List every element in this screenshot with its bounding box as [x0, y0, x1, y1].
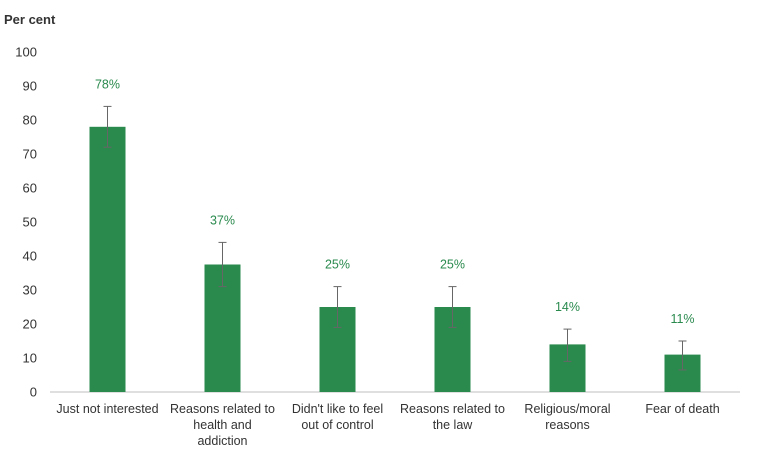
y-tick-label: 40: [23, 249, 37, 264]
category-label-line: health and: [193, 418, 251, 432]
category-label-line: out of control: [301, 418, 373, 432]
bar: [89, 126, 126, 393]
y-tick-label: 20: [23, 317, 37, 332]
y-axis-ticks: 0 10 20 30 40 50 60 70 80 90 100: [15, 45, 37, 400]
category-label: Reasons related to health and addiction: [170, 402, 275, 448]
y-tick-label: 70: [23, 147, 37, 162]
data-labels: 78% 37% 25% 25% 14% 11%: [95, 77, 695, 326]
category-label: Reasons related to the law: [400, 402, 505, 432]
category-label: Religious/moral reasons: [524, 402, 610, 432]
category-label-line: addiction: [197, 434, 247, 448]
data-label: 25%: [325, 258, 350, 272]
y-tick-label: 90: [23, 79, 37, 94]
data-label: 25%: [440, 258, 465, 272]
category-label-line: reasons: [545, 418, 589, 432]
category-label-line: Fear of death: [645, 402, 719, 416]
bars: [89, 126, 701, 393]
y-axis-label: Per cent: [4, 12, 56, 27]
y-tick-label: 0: [30, 385, 37, 400]
y-tick-label: 80: [23, 113, 37, 128]
category-label: Didn't like to feel out of control: [292, 402, 383, 432]
y-tick-label: 10: [23, 351, 37, 366]
category-label-line: Reasons related to: [400, 402, 505, 416]
category-label: Just not interested: [56, 402, 158, 416]
y-tick-label: 30: [23, 283, 37, 298]
data-label: 14%: [555, 300, 580, 314]
y-tick-label: 60: [23, 181, 37, 196]
category-label-line: Reasons related to: [170, 402, 275, 416]
data-label: 37%: [210, 213, 235, 227]
data-label: 78%: [95, 77, 120, 91]
category-label-line: Just not interested: [56, 402, 158, 416]
y-tick-label: 50: [23, 215, 37, 230]
y-tick-label: 100: [15, 45, 37, 60]
category-label: Fear of death: [645, 402, 719, 416]
category-labels: Just not interested Reasons related to hea…: [56, 402, 719, 448]
data-label: 11%: [670, 312, 694, 326]
category-label-line: Religious/moral: [524, 402, 610, 416]
category-label-line: Didn't like to feel: [292, 402, 383, 416]
category-label-line: the law: [433, 418, 474, 432]
error-bars: [103, 105, 687, 371]
